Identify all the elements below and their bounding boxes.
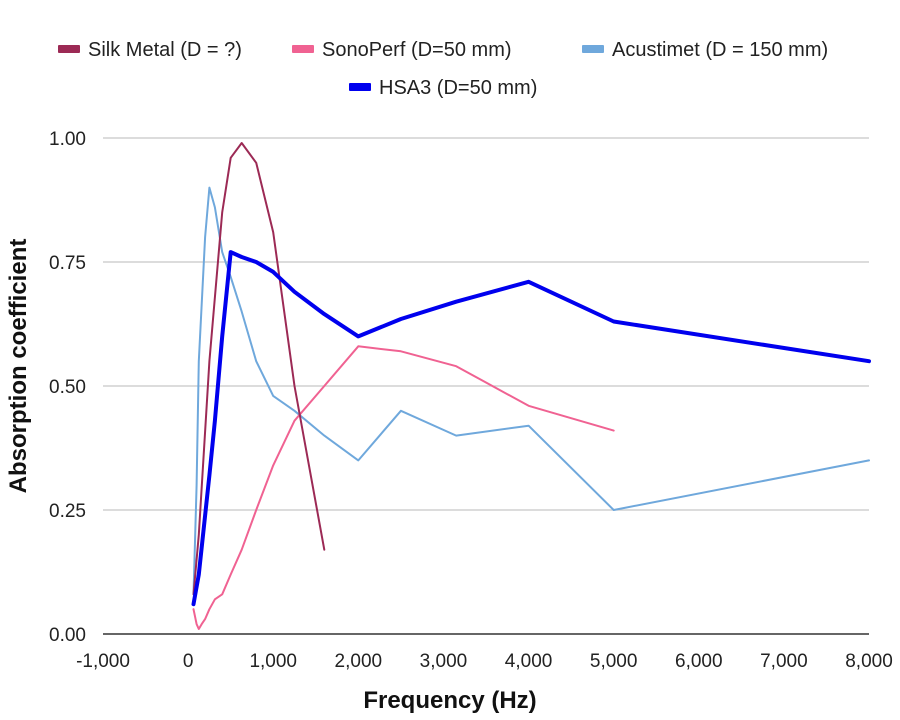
series-line-sonoperf <box>192 345 615 630</box>
x-tick-label: 7,000 <box>760 651 808 672</box>
legend-label-hsa3: HSA3 (D=50 mm) <box>379 77 537 99</box>
series-line-acustimet <box>192 186 870 596</box>
series-lines <box>191 142 871 630</box>
y-tick-label: 0.00 <box>49 625 86 646</box>
y-tick-label: 0.50 <box>49 377 86 398</box>
y-axis-ticks: 0.00 0.25 0.50 0.75 1.00 <box>49 129 86 646</box>
y-tick-label: 0.25 <box>49 501 86 522</box>
legend-swatch-acustimet <box>582 45 604 53</box>
x-tick-label: -1,000 <box>76 651 130 672</box>
x-tick-label: 6,000 <box>675 651 723 672</box>
legend: Silk Metal (D = ?) SonoPerf (D=50 mm) Acus… <box>58 39 828 99</box>
grid-lines <box>103 137 869 511</box>
x-axis-title: Frequency (Hz) <box>363 687 536 714</box>
legend-swatch-hsa3 <box>349 83 371 91</box>
legend-label-acustimet: Acustimet (D = 150 mm) <box>612 39 828 61</box>
x-tick-label: 0 <box>183 651 194 672</box>
x-axis-ticks: -1,000 0 1,000 2,000 3,000 4,000 5,000 6,000 7,0… <box>76 651 893 672</box>
legend-swatch-sonoperf <box>292 45 314 53</box>
y-tick-label: 0.75 <box>49 253 86 274</box>
y-tick-label: 1.00 <box>49 129 86 150</box>
x-tick-label: 5,000 <box>590 651 638 672</box>
x-tick-label: 1,000 <box>249 651 297 672</box>
legend-label-silk: Silk Metal (D = ?) <box>88 39 242 61</box>
x-tick-label: 3,000 <box>420 651 468 672</box>
x-tick-label: 8,000 <box>845 651 893 672</box>
series-line-silk <box>192 142 326 596</box>
series-line-hsa3 <box>191 250 871 607</box>
x-tick-label: 4,000 <box>505 651 553 672</box>
y-axis-title: Absorption coefficient <box>5 239 32 494</box>
legend-swatch-silk <box>58 45 80 53</box>
legend-label-sonoperf: SonoPerf (D=50 mm) <box>322 39 512 61</box>
x-tick-label: 2,000 <box>335 651 383 672</box>
